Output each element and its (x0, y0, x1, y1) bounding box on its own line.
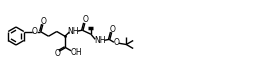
Text: O: O (109, 25, 115, 34)
Text: NH: NH (94, 36, 106, 45)
Text: O: O (114, 38, 119, 47)
Text: O: O (40, 17, 46, 26)
Text: O: O (82, 15, 88, 24)
Text: O: O (32, 27, 38, 36)
Text: OH: OH (70, 48, 82, 57)
Text: O: O (55, 49, 60, 58)
Text: NH: NH (68, 27, 79, 36)
